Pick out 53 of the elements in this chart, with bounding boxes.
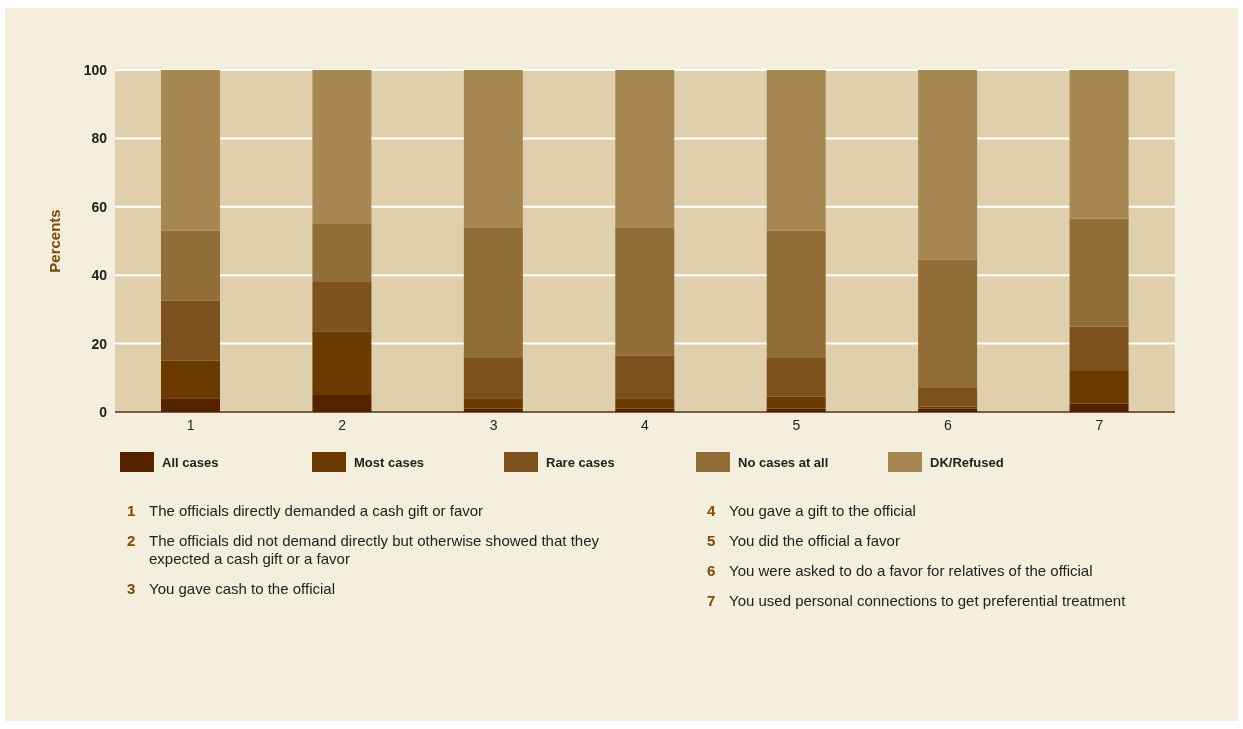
x-tick-label: 2: [338, 416, 347, 433]
x-tick-label: 7: [1095, 416, 1104, 433]
bar: [918, 388, 978, 407]
x-tick-label: 4: [641, 416, 650, 433]
legend-label: All cases: [162, 454, 219, 470]
bar: [463, 70, 523, 228]
legend-label: DK/Refused: [930, 454, 1004, 470]
legend-label: Rare cases: [546, 454, 615, 470]
bar: [615, 398, 675, 409]
x-tick-label: 1: [186, 416, 195, 433]
x-tick-label: 3: [489, 416, 498, 433]
y-axis-title: Percents: [46, 209, 64, 273]
y-tick-label: 100: [83, 61, 108, 78]
bar: [615, 227, 675, 356]
legend-label: No cases at all: [738, 454, 829, 470]
text: 1 The officials directly demanded a cash gift or favor: [127, 502, 485, 520]
bar: [615, 355, 675, 399]
text: 6 You were asked to do a favor for relatives of the official: [707, 562, 1094, 580]
text: 4 You gave a gift to the official: [707, 502, 917, 520]
y-tick-label: 20: [91, 335, 108, 352]
bar: [463, 227, 523, 358]
bar: [615, 70, 675, 228]
y-tick-label: 60: [91, 198, 108, 215]
y-tick-label: 0: [99, 403, 108, 420]
bar: [766, 396, 826, 409]
y-tick-label: 80: [91, 130, 108, 147]
bar: [463, 398, 523, 409]
bar: [161, 300, 220, 361]
bar: [766, 357, 826, 397]
bar: [161, 230, 220, 301]
bar: [312, 70, 372, 224]
x-tick-label: 6: [943, 416, 952, 433]
bar: [161, 360, 220, 399]
bar: [312, 282, 372, 332]
bar: [463, 357, 523, 399]
bar: [1069, 370, 1129, 404]
bar: [1069, 218, 1129, 327]
bar: [312, 331, 372, 395]
bar: [918, 259, 978, 389]
legend-label: Most cases: [354, 454, 425, 470]
bar: [918, 70, 978, 260]
text: 3 You gave cash to the official: [127, 580, 336, 598]
text: 7 You used personal connections to get preferential treatment: [707, 592, 1127, 610]
bar: [766, 230, 826, 358]
bar: [1069, 326, 1129, 371]
bar: [766, 70, 826, 231]
x-tick-label: 5: [792, 416, 801, 433]
text: 5 You did the official a favor: [707, 532, 901, 550]
y-tick-label: 40: [91, 267, 108, 284]
bar: [312, 223, 372, 283]
bar: [1069, 70, 1129, 219]
bar: [161, 70, 220, 231]
text: 2 The officials did not demand directly but otherwise showed that they expected a cash gift or a favor: [127, 532, 600, 568]
